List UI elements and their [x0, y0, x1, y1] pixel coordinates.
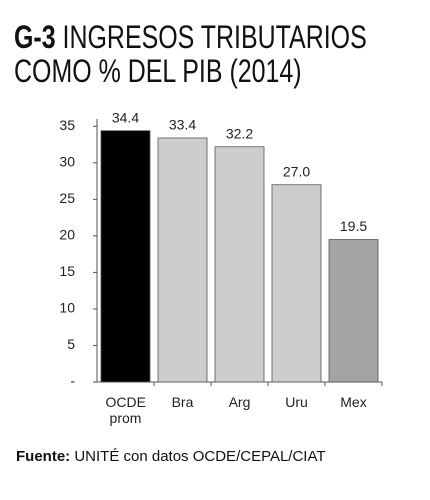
- source-note: Fuente: UNITÉ con datos OCDE/CEPAL/CIAT: [16, 448, 326, 465]
- y-tick-label: 35: [59, 117, 75, 133]
- y-tick-label: 5: [67, 336, 75, 352]
- bar: [271, 184, 322, 383]
- source-label: Fuente:: [16, 448, 71, 465]
- bar: [328, 239, 379, 383]
- title-block: G-3 INGRESOS TRIBUTARIOS COMO % DEL PIB …: [14, 20, 404, 88]
- x-tick-label: Mex: [340, 394, 367, 410]
- bar: [157, 137, 208, 383]
- value-label: 19.5: [340, 218, 367, 234]
- x-tick-label: OCDE prom: [105, 394, 146, 426]
- bar: [100, 130, 151, 383]
- y-tick-label: -: [70, 373, 75, 389]
- y-tick-label: 15: [59, 263, 75, 279]
- value-label: 34.4: [112, 109, 139, 125]
- value-label: 33.4: [169, 117, 196, 133]
- value-label: 27.0: [283, 163, 310, 179]
- value-label: 32.2: [226, 125, 253, 141]
- y-tick-label: 10: [59, 300, 75, 316]
- bar: [214, 146, 265, 383]
- x-tick-label: Uru: [285, 394, 308, 410]
- x-tick-label: Bra: [171, 394, 194, 410]
- y-tick-label: 30: [59, 154, 75, 170]
- source-text: UNITÉ con datos OCDE/CEPAL/CIAT: [74, 448, 326, 465]
- chart-title: INGRESOS TRIBUTARIOS COMO % DEL PIB (201…: [14, 19, 367, 89]
- x-tick-label: Arg: [228, 394, 251, 410]
- title-label: G-3: [14, 19, 56, 55]
- y-tick-label: 20: [59, 227, 75, 243]
- y-tick-label: 25: [59, 190, 75, 206]
